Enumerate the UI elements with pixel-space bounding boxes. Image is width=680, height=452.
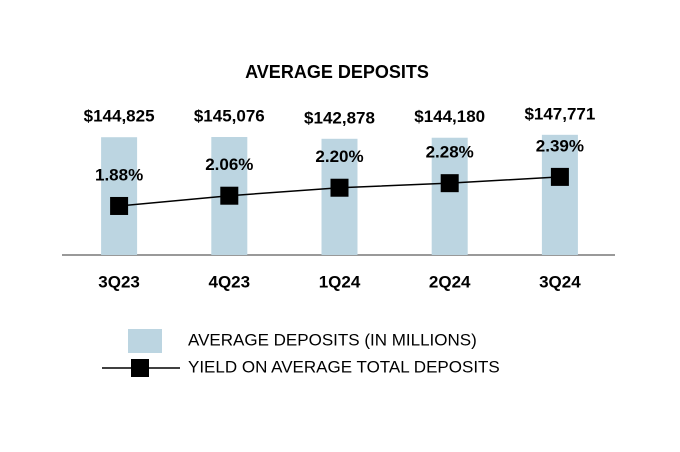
x-tick-label: 4Q23 — [209, 272, 251, 291]
x-tick-label: 1Q24 — [319, 272, 361, 291]
bar — [321, 138, 358, 255]
legend-marker — [131, 359, 149, 377]
legend-swatch — [128, 329, 162, 353]
x-tick-label: 2Q24 — [429, 272, 471, 291]
legend-label: AVERAGE DEPOSITS (IN MILLIONS) — [188, 330, 477, 349]
chart-title: AVERAGE DEPOSITS — [245, 62, 429, 82]
line-marker — [550, 167, 569, 186]
line-value-label: 1.88% — [95, 165, 143, 184]
line-value-label: 2.06% — [205, 155, 253, 174]
bar-value-label: $144,825 — [84, 107, 155, 126]
bar-value-label: $144,180 — [414, 107, 485, 126]
legend-label: YIELD ON AVERAGE TOTAL DEPOSITS — [188, 357, 500, 376]
line-value-label: 2.39% — [536, 136, 584, 155]
line-marker — [440, 174, 459, 193]
bar — [431, 137, 468, 255]
bar-value-label: $142,878 — [304, 108, 375, 127]
bar — [101, 137, 138, 255]
bar — [541, 134, 578, 255]
x-tick-label: 3Q23 — [98, 272, 140, 291]
line-marker — [220, 186, 239, 205]
line-marker — [330, 178, 349, 197]
line-marker — [110, 196, 129, 215]
x-tick-label: 3Q24 — [539, 272, 581, 291]
line-value-label: 2.28% — [426, 143, 474, 162]
bar-value-label: $145,076 — [194, 106, 265, 125]
line-value-label: 2.20% — [315, 147, 363, 166]
bar-value-label: $147,771 — [524, 104, 595, 123]
